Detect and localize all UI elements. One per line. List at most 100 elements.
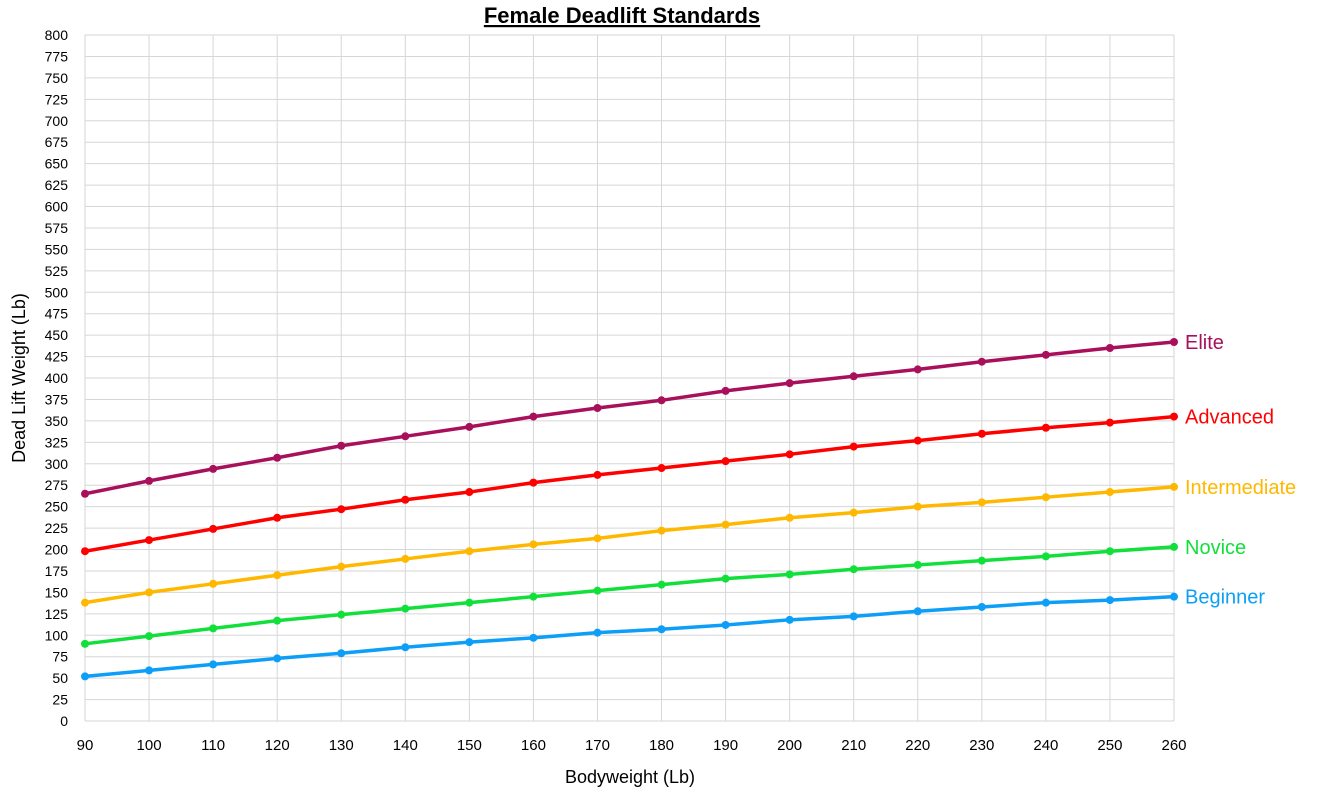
data-point [529, 592, 538, 601]
y-tick-label: 500 [45, 284, 69, 300]
data-point [1170, 482, 1178, 491]
data-point [849, 612, 858, 621]
data-point [785, 513, 794, 522]
x-tick-label: 190 [713, 737, 738, 754]
x-tick-label: 160 [521, 737, 546, 754]
grid [84, 34, 1175, 722]
series-label: Beginner [1185, 587, 1265, 609]
y-tick-label: 475 [45, 306, 69, 322]
y-tick-label: 700 [45, 113, 69, 129]
data-point [273, 654, 282, 663]
y-tick-label: 250 [45, 499, 69, 515]
series-line [84, 340, 1175, 496]
data-point [1041, 493, 1050, 502]
x-tick-label: 150 [457, 737, 482, 754]
data-point [977, 498, 986, 507]
data-point [337, 505, 346, 514]
series-line [84, 414, 1175, 553]
x-axis-label: Bodyweight (Lb) [565, 767, 695, 787]
data-point [145, 666, 154, 675]
y-tick-label: 25 [52, 692, 68, 708]
x-tick-label: 110 [201, 737, 225, 754]
y-tick-label: 300 [45, 456, 69, 472]
y-tick-label: 225 [45, 520, 69, 536]
data-point [721, 457, 730, 466]
data-point [465, 598, 474, 607]
series-novice: Novice [81, 537, 1246, 648]
series-label: Advanced [1185, 407, 1274, 429]
data-point [849, 442, 858, 451]
data-point [1041, 350, 1050, 359]
data-point [977, 357, 986, 366]
x-tick-label: 140 [393, 737, 418, 754]
data-point [657, 580, 666, 589]
data-point [401, 604, 410, 613]
y-tick-label: 325 [45, 434, 69, 450]
y-tick-label: 550 [45, 241, 69, 257]
y-tick-label: 750 [45, 70, 69, 86]
y-tick-label: 650 [45, 156, 69, 172]
data-point [529, 478, 538, 487]
x-tick-label: 220 [905, 737, 930, 754]
data-point [977, 556, 986, 565]
x-tick-label: 120 [265, 737, 290, 754]
x-tick-label: 250 [1097, 737, 1122, 754]
y-tick-label: 675 [45, 134, 69, 150]
data-point [657, 625, 666, 634]
data-point [593, 628, 602, 637]
series-label: Novice [1185, 537, 1246, 559]
y-tick-label: 0 [60, 713, 68, 729]
data-point [273, 453, 282, 462]
x-tick-label: 170 [585, 737, 610, 754]
data-point [273, 513, 282, 522]
data-point [145, 632, 154, 641]
data-point [657, 396, 666, 405]
data-point [81, 598, 89, 607]
data-point [785, 450, 794, 459]
data-point [913, 607, 922, 616]
data-point [593, 470, 602, 479]
data-point [785, 570, 794, 579]
y-tick-label: 50 [52, 670, 68, 686]
y-tick-label: 125 [45, 606, 69, 622]
data-point [1170, 412, 1178, 421]
data-point [1170, 542, 1178, 551]
series-elite: Elite [81, 332, 1224, 498]
data-point [81, 489, 89, 498]
data-point [593, 534, 602, 543]
data-point [913, 502, 922, 511]
data-point [913, 365, 922, 374]
data-point [721, 574, 730, 583]
data-point [977, 429, 986, 438]
data-point [209, 660, 218, 669]
y-tick-label: 450 [45, 327, 69, 343]
x-tick-label: 90 [77, 737, 94, 754]
data-point [337, 441, 346, 450]
y-axis-label: Dead Lift Weight (Lb) [9, 293, 29, 463]
y-tick-label: 725 [45, 91, 69, 107]
y-axis-ticks: 0 25 50 75 100 125 150 175 200 225 250 275 300 325 350… [45, 27, 69, 729]
series-line [84, 545, 1175, 646]
x-tick-label: 100 [137, 737, 162, 754]
data-point [529, 540, 538, 549]
data-point [1105, 547, 1114, 556]
series-intermediate: Intermediate [81, 477, 1296, 607]
data-point [721, 620, 730, 629]
data-point [1041, 598, 1050, 607]
data-point [1105, 488, 1114, 497]
y-tick-label: 100 [45, 627, 69, 643]
data-point [1170, 337, 1178, 346]
data-point [209, 524, 218, 533]
data-point [465, 638, 474, 647]
y-tick-label: 400 [45, 370, 69, 386]
data-point [529, 633, 538, 642]
series-line [84, 594, 1175, 679]
data-point [337, 562, 346, 571]
series-group: Elite Advanced Intermediate Novice Beginner [81, 332, 1296, 681]
data-point [145, 536, 154, 545]
data-point [913, 560, 922, 569]
data-point [273, 571, 282, 580]
data-point [913, 436, 922, 445]
data-point [593, 586, 602, 595]
